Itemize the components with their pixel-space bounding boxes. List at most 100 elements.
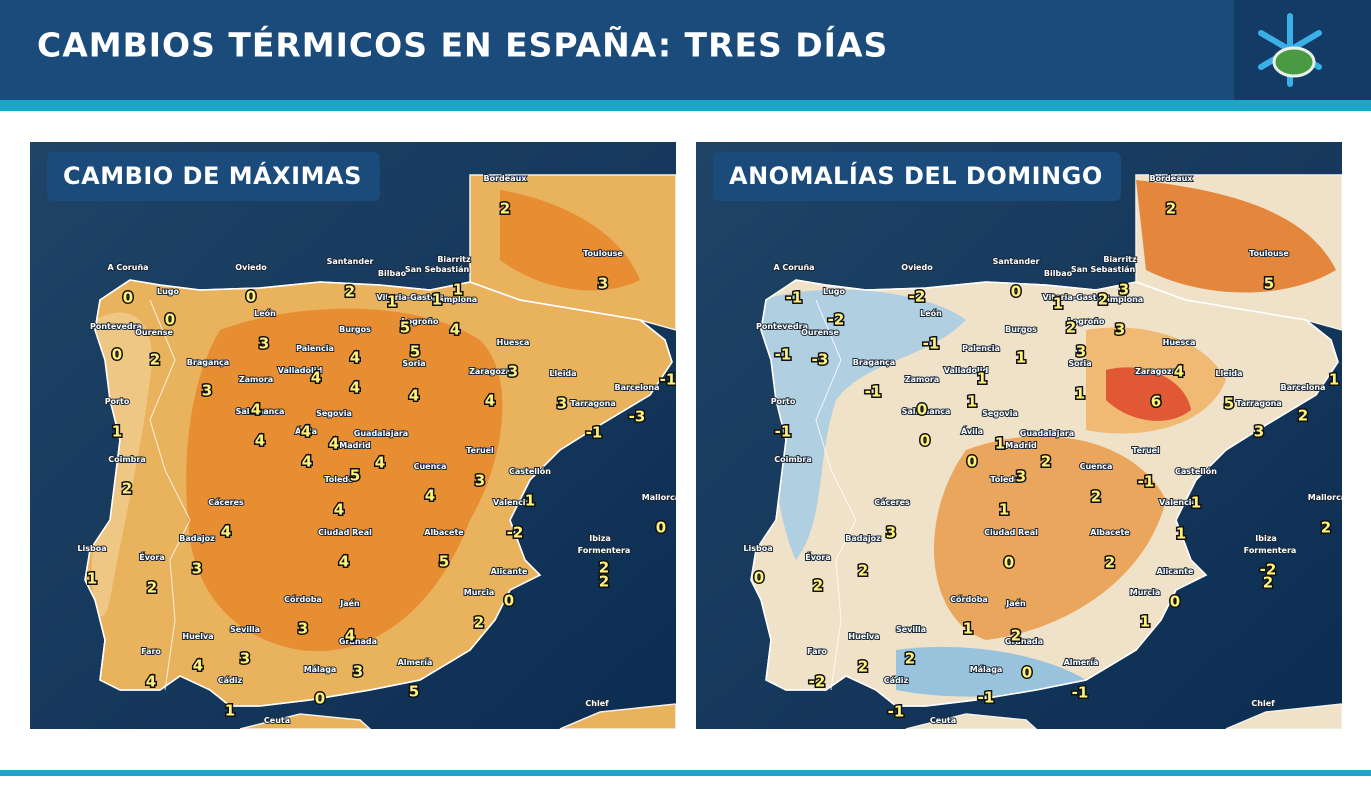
value-label: 1 [387,293,397,311]
value-label: 3 [259,335,269,353]
city-label: Formentera [1244,546,1297,555]
city-label: Madrid [1005,441,1037,450]
value-label: 4 [409,387,419,405]
city-label: Valencia [493,498,531,507]
value-label: 4 [1174,363,1184,381]
value-label: 2 [1011,627,1021,645]
value-label: 0 [917,401,927,419]
value-label: 2 [147,579,157,597]
page-title: CAMBIOS TÉRMICOS EN ESPAÑA: TRES DÍAS [37,25,888,65]
city-label: Sevilla [896,625,926,634]
value-label: 2 [858,658,868,676]
value-label: 4 [193,657,203,675]
city-label: Teruel [1132,446,1160,455]
value-label: 0 [123,289,133,307]
city-label: Córdoba [284,594,322,604]
city-label: Castellón [1175,466,1217,476]
value-label: 2 [1041,453,1051,471]
value-label: 1 [225,702,235,720]
value-label: 4 [255,432,265,450]
city-label: Pontevedra [756,322,808,331]
field [500,190,640,291]
value-label: 3 [1119,281,1129,299]
city-label: A Coruña [107,263,148,272]
value-label: 1 [525,492,535,510]
value-label: 1 [1075,385,1085,403]
city-label: Salamanca [236,407,285,416]
value-label: 2 [150,351,160,369]
city-label: Tarragona [1236,399,1281,408]
field [1136,180,1336,293]
city-label: Faro [807,647,827,656]
city-label: Bilbao [378,269,407,278]
city-label: Zamora [239,375,273,384]
city-label: Cáceres [874,498,910,507]
map: Bordeaux A Coruña Oviedo Santander BilbaoSan… [30,142,680,729]
city-label: San Sebastián [405,265,470,274]
field [186,308,503,652]
header-stripe [0,100,1371,111]
value-label: 1 [999,501,1009,519]
value-label: 5 [409,683,419,701]
value-label: 0 [920,432,930,450]
city-label: Barcelona [1281,383,1326,392]
value-label: 2 [1098,291,1108,309]
field [933,436,1166,640]
value-label: 4 [334,501,344,519]
city-label: Palencia [962,344,1000,353]
value-label: 3 [202,382,212,400]
value-label: 1 [1016,349,1026,367]
value-label: 3 [353,663,363,681]
panel-title: CAMBIO DE MÁXIMAS [63,161,362,190]
value-label: 3 [598,275,608,293]
value-label: 4 [350,379,360,397]
city-label: Cuenca [414,462,447,471]
city-label: Huelva [848,632,879,641]
city-label: Guadalajara [1020,429,1074,438]
city-label: Granada [1005,637,1043,646]
value-label: -1 [775,346,792,364]
value-label: 1 [87,570,97,588]
land [905,713,1038,729]
map-panel: Bordeaux A Coruña Oviedo Santander BilbaoSan… [696,142,1342,729]
value-label: 2 [474,614,484,632]
value-label: 3 [886,524,896,542]
city-label: Oviedo [235,263,267,272]
value-label: 4 [345,627,355,645]
border [149,299,191,691]
panel-title: ANOMALÍAS DEL DOMINGO [729,161,1103,190]
city-label: Jaén [339,598,360,608]
value-label: 0 [1022,664,1032,682]
city-label: Mallorca [642,493,680,502]
value-label: 1 [453,281,463,299]
value-label: -3 [629,408,646,426]
city-label: Bilbao [1044,269,1073,278]
value-label: 0 [504,592,514,610]
city-label: Palencia [296,344,334,353]
city-label: Oviedo [901,263,933,272]
value-label: 3 [298,620,308,638]
value-label: 0 [754,569,764,587]
city-label: Zaragoza [469,367,511,376]
field [761,289,966,560]
value-label: 4 [425,487,435,505]
city-label: Bordeaux [1150,174,1194,183]
footer-stripe [0,770,1371,776]
panel-title-box [47,152,380,201]
value-label: 2 [599,559,609,577]
value-label: -2 [507,524,524,542]
city-label: Guadalajara [354,429,408,438]
land [559,703,676,729]
value-label: 4 [221,523,231,541]
city-label: Jaén [1005,598,1026,608]
value-label: -3 [812,351,829,369]
field [896,646,1086,697]
value-label: 0 [1011,283,1021,301]
value-label: 5 [410,343,420,361]
value-label: 4 [485,392,495,410]
value-label: -1 [888,703,905,721]
value-label: 4 [339,553,349,571]
map: Bordeaux A Coruña Oviedo Santander BilbaoSan… [696,142,1342,729]
